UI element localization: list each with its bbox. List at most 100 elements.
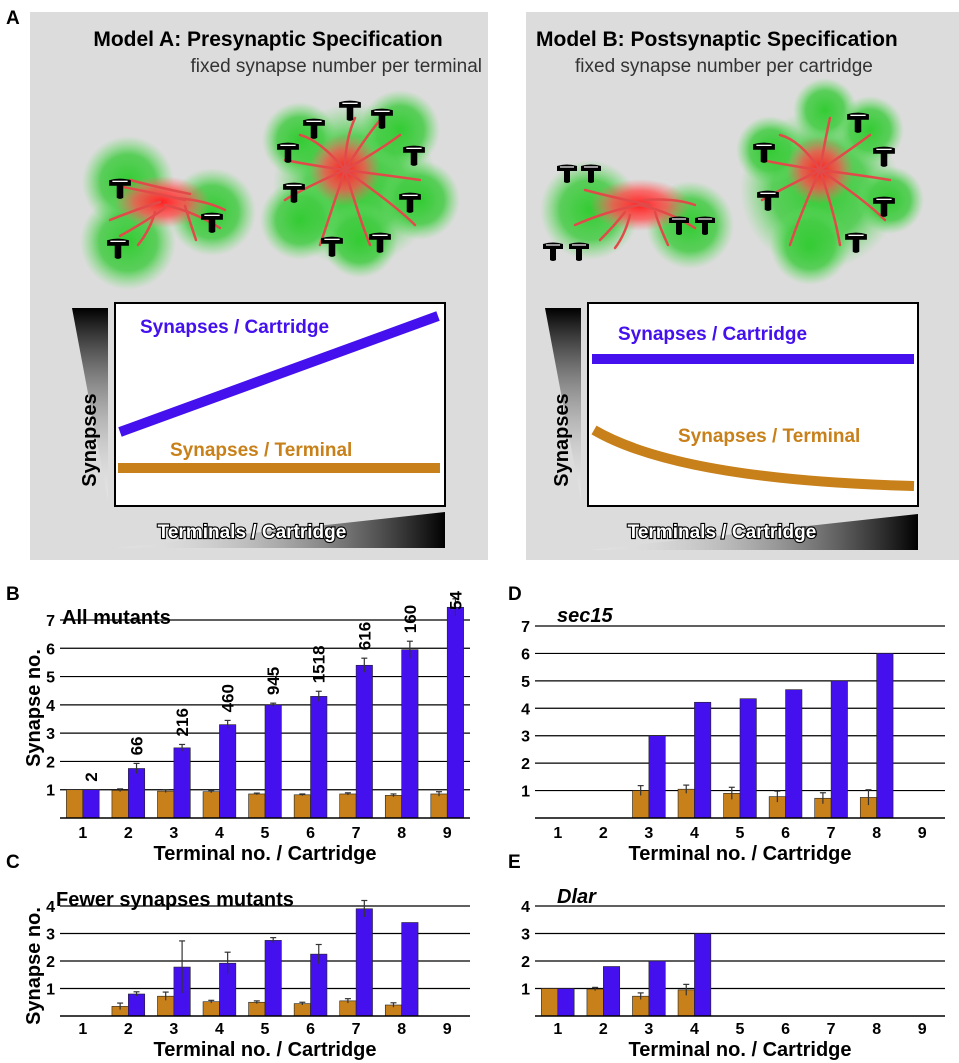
panel-label: E: [508, 852, 521, 873]
panel-label: D: [508, 584, 522, 605]
x-tick-label: 2: [599, 825, 608, 842]
x-tick-label: 1: [78, 1021, 87, 1038]
bar: [264, 940, 282, 1017]
x-tick-label: 8: [872, 825, 881, 842]
bar: [219, 724, 237, 819]
bar: [355, 664, 373, 819]
bar: [648, 735, 666, 819]
bar: [339, 793, 357, 819]
x-tick-label: 9: [443, 825, 452, 842]
model-b-subtitle: fixed synapse number per cartridge: [575, 56, 873, 77]
x-tick-label: 1: [553, 1021, 562, 1038]
bar: [830, 680, 848, 819]
chart-e-dlar: E 1 2 3 4 1 2 3 4 5 6 7 8 9 Dlar Terminal no. / Cartrid…: [508, 852, 945, 1061]
bar-count-label: 616: [355, 622, 374, 650]
x-axis-label: Terminal no. / Cartridge: [154, 1039, 377, 1061]
bar: [876, 653, 894, 819]
x-tick-label: 8: [397, 1021, 406, 1038]
y-tick-label: 1: [521, 784, 530, 801]
bar: [586, 988, 604, 1017]
y-tick-label: 5: [521, 674, 530, 691]
bar: [694, 933, 712, 1017]
x-axis-label: Terminal no. / Cartridge: [629, 1039, 852, 1061]
bar: [82, 789, 100, 819]
large-neuron-illustration: [260, 90, 460, 278]
x-tick-label: 7: [352, 825, 361, 842]
x-tick-label: 2: [124, 825, 133, 842]
x-axis-label: Terminal no. / Cartridge: [154, 843, 377, 865]
y-tick-label: 1: [46, 982, 55, 999]
x-tick-label: 8: [872, 1021, 881, 1038]
model-b-xlabel: Terminals / Cartridge: [628, 522, 817, 543]
bar: [694, 701, 712, 819]
y-tick-label: 2: [46, 954, 55, 971]
large-neuron-b-illustration: [736, 78, 924, 285]
bar: [446, 606, 464, 819]
bar-count-label: 2: [82, 772, 101, 781]
x-tick-label: 4: [215, 825, 224, 842]
bar: [128, 768, 146, 819]
chart-title: All mutants: [62, 607, 171, 629]
x-tick-label: 3: [169, 825, 178, 842]
y-axis-label: Synapse no.: [23, 907, 45, 1025]
x-tick-label: 4: [690, 825, 699, 842]
bar: [293, 1003, 311, 1017]
model-a-xlabel: Terminals / Cartridge: [158, 522, 347, 543]
x-tick-label: 6: [781, 1021, 790, 1038]
bar: [739, 698, 757, 819]
model-a-title: Model A: Presynaptic Specification: [93, 28, 442, 51]
x-tick-label: 9: [918, 1021, 927, 1038]
model-a-panel: Model A: Presynaptic Specification fixed…: [30, 12, 488, 560]
model-a-cartridge-label: Synapses / Cartridge: [140, 317, 329, 338]
model-a-terminal-label: Synapses / Terminal: [170, 440, 352, 461]
model-b-terminal-curve: [591, 425, 915, 491]
bar: [248, 1001, 266, 1017]
chart-title: Dlar: [557, 886, 597, 908]
y-tick-label: 3: [46, 927, 55, 944]
model-b-ylabel: Synapses: [551, 393, 573, 486]
x-tick-label: 7: [352, 1021, 361, 1038]
bar: [173, 747, 191, 819]
x-tick-label: 5: [736, 1021, 745, 1038]
terminals-gradient-arrow: [115, 512, 445, 548]
bar: [339, 1000, 357, 1017]
x-axis-label: Terminal no. / Cartridge: [629, 843, 852, 865]
bar-count-label: 54: [446, 591, 465, 610]
x-tick-label: 3: [644, 825, 653, 842]
y-tick-label: 3: [521, 729, 530, 746]
x-tick-label: 3: [644, 1021, 653, 1038]
model-b-panel: Model B: Postsynaptic Specification fixe…: [526, 12, 959, 560]
x-tick-label: 5: [261, 825, 270, 842]
chart-title: Fewer synapses mutants: [56, 889, 294, 911]
synapses-gradient-arrow-b: [545, 308, 581, 500]
bar: [310, 696, 328, 819]
small-neuron-illustration: [80, 136, 256, 290]
bar: [648, 960, 666, 1017]
bar: [677, 788, 695, 819]
x-tick-label: 5: [261, 1021, 270, 1038]
y-tick-label: 3: [46, 726, 55, 743]
y-tick-label: 4: [46, 698, 55, 715]
chart-title: sec15: [557, 605, 613, 627]
x-tick-label: 9: [918, 825, 927, 842]
bar: [264, 704, 282, 819]
x-tick-label: 5: [736, 825, 745, 842]
model-a-subtitle: fixed synapse number per terminal: [191, 56, 482, 77]
chart-c-fewer-synapses: C 1 2 3 4 1 2 3 4 5 6 7 8 9 Fewer synapses mutants Term…: [6, 852, 470, 1061]
y-tick-label: 4: [46, 899, 55, 916]
bar: [248, 793, 266, 819]
x-tick-label: 7: [827, 825, 836, 842]
bar: [202, 1001, 220, 1017]
bar: [128, 993, 146, 1017]
model-b-title: Model B: Postsynaptic Specification: [536, 28, 898, 51]
model-b-terminal-label: Synapses / Terminal: [678, 426, 860, 447]
panel-label: C: [6, 852, 20, 873]
bar: [157, 790, 175, 819]
y-tick-label: 4: [521, 701, 530, 718]
bar: [293, 794, 311, 819]
bar-count-label: 216: [173, 708, 192, 736]
x-tick-label: 9: [443, 1021, 452, 1038]
panel-a-label: A: [6, 8, 20, 29]
y-tick-label: 5: [46, 670, 55, 687]
